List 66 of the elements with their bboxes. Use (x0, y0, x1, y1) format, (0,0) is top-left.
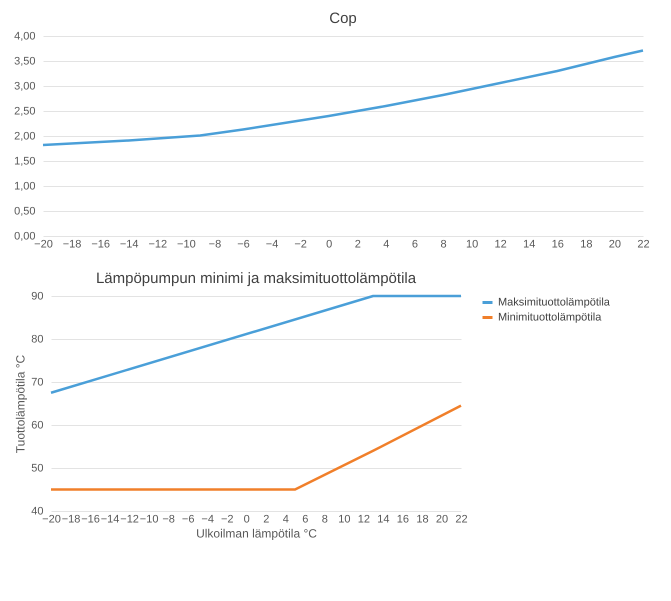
y-tick-label: 0,50 (14, 206, 36, 218)
x-tick-label: −8 (208, 238, 222, 250)
x-tick-label: 22 (455, 514, 468, 526)
x-tick-label: 12 (358, 514, 370, 526)
x-tick-label: −10 (177, 238, 196, 250)
y-tick-label: 3,50 (14, 56, 36, 68)
chart-title: Lämpöpumpun minimi ja maksimituottolämpötila (96, 270, 417, 287)
x-tick-label: 0 (244, 514, 250, 526)
x-tick-label: 12 (494, 238, 507, 250)
x-tick-label: 20 (436, 514, 448, 526)
x-tick-label: 10 (338, 514, 350, 526)
y-tick-label: 1,50 (14, 156, 36, 168)
x-tick-label: −2 (294, 238, 307, 250)
y-tick-label: 70 (31, 376, 44, 388)
x-tick-label: 20 (608, 238, 622, 250)
x-tick-label: 6 (302, 514, 308, 526)
x-tick-label: −20 (34, 238, 53, 250)
y-tick-label: 90 (31, 290, 44, 302)
x-tick-label: 4 (383, 238, 390, 250)
y-tick-label: 3,00 (14, 80, 36, 92)
x-tick-label: −16 (81, 514, 100, 526)
x-tick-label: −18 (62, 238, 82, 250)
x-tick-label: 2 (263, 514, 270, 526)
x-tick-label: −8 (162, 514, 175, 526)
x-tick-label: −6 (237, 238, 250, 250)
x-tick-label: 14 (523, 238, 536, 250)
legend-label: Maksimituottolämpötila (498, 296, 611, 308)
x-tick-label: −16 (91, 238, 110, 250)
x-tick-label: −12 (120, 514, 139, 526)
x-tick-label: 6 (412, 238, 418, 250)
y-tick-label: 40 (31, 506, 44, 518)
x-tick-label: 2 (354, 238, 361, 250)
x-tick-label: −20 (42, 514, 61, 526)
x-tick-label: 18 (416, 514, 429, 526)
x-tick-label: −10 (140, 514, 158, 526)
x-tick-label: −12 (148, 238, 168, 250)
x-tick-label: −18 (62, 514, 80, 526)
y-tick-label: 0,00 (14, 230, 36, 242)
y-tick-label: 2,50 (14, 106, 36, 118)
x-tick-label: 8 (440, 238, 447, 250)
x-tick-label: 4 (282, 514, 289, 526)
x-tick-label: 16 (396, 514, 410, 526)
x-tick-label: −4 (266, 238, 278, 250)
y-tick-label: 4,00 (14, 30, 36, 42)
x-axis-title: Ulkoilman lämpötila °C (196, 526, 318, 540)
chart-title: Cop (329, 10, 357, 27)
x-tick-label: 14 (377, 514, 390, 526)
x-tick-label: −6 (182, 514, 194, 526)
x-tick-label: −14 (120, 238, 139, 250)
y-axis-title: Tuottolämpötila °C (13, 354, 28, 454)
legend-label: Minimituottolämpötila (498, 312, 602, 324)
line-series (42, 49, 644, 146)
x-tick-label: 0 (326, 238, 332, 250)
x-tick-label: 16 (552, 238, 564, 250)
x-tick-label: 18 (580, 238, 592, 250)
x-tick-label: 22 (637, 238, 650, 250)
x-tick-label: 10 (466, 238, 478, 250)
y-tick-label: 1,00 (14, 180, 36, 192)
x-tick-label: −14 (100, 514, 120, 526)
x-tick-label: −4 (201, 514, 214, 526)
x-tick-label: −2 (220, 514, 234, 526)
y-tick-label: 60 (31, 420, 44, 432)
x-tick-label: 8 (322, 514, 328, 526)
y-tick-label: 80 (31, 334, 44, 346)
y-tick-label: 50 (31, 462, 44, 474)
y-tick-label: 2,00 (14, 130, 36, 142)
